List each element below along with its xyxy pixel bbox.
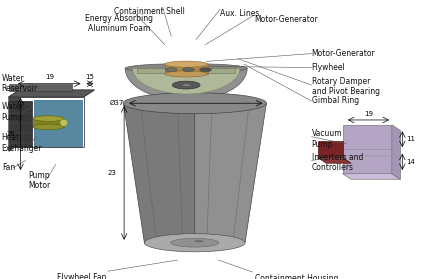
Ellipse shape: [195, 240, 203, 242]
Polygon shape: [9, 90, 94, 97]
Text: Inverters and
Controllers: Inverters and Controllers: [312, 153, 363, 172]
Polygon shape: [9, 90, 94, 97]
Text: Flywheel: Flywheel: [312, 63, 345, 72]
Polygon shape: [9, 101, 33, 147]
Polygon shape: [392, 125, 401, 179]
Text: Fan: Fan: [2, 163, 15, 172]
Text: Water
Pump: Water Pump: [1, 102, 24, 122]
Polygon shape: [33, 119, 64, 127]
Text: Motor-Generator: Motor-Generator: [312, 49, 375, 58]
Polygon shape: [9, 84, 72, 90]
Polygon shape: [342, 125, 392, 174]
Ellipse shape: [199, 68, 211, 72]
Text: 26: 26: [6, 131, 15, 137]
Ellipse shape: [33, 116, 64, 121]
Ellipse shape: [165, 68, 177, 72]
Ellipse shape: [182, 84, 190, 86]
Text: 11: 11: [407, 136, 416, 142]
Polygon shape: [195, 103, 266, 243]
Text: Vacuum
Pump: Vacuum Pump: [312, 129, 342, 149]
Text: Pump
Motor: Pump Motor: [28, 171, 50, 191]
Ellipse shape: [145, 234, 245, 252]
Text: Motor-Generator: Motor-Generator: [255, 15, 318, 23]
Text: Aux. Lines: Aux. Lines: [220, 9, 260, 18]
Text: Water
Reservoir: Water Reservoir: [1, 74, 37, 93]
Text: 19: 19: [364, 110, 373, 117]
Polygon shape: [318, 158, 351, 163]
Text: Containment Shell: Containment Shell: [113, 7, 184, 16]
Ellipse shape: [125, 64, 247, 73]
Ellipse shape: [123, 93, 266, 114]
Polygon shape: [133, 68, 240, 94]
Text: 19: 19: [45, 74, 54, 80]
Polygon shape: [342, 174, 401, 179]
Polygon shape: [9, 90, 20, 151]
Polygon shape: [34, 100, 81, 147]
Text: Gimbal Ring: Gimbal Ring: [312, 97, 359, 105]
Text: Rotary Damper
and Pivot Bearing: Rotary Damper and Pivot Bearing: [312, 77, 380, 96]
Text: 15: 15: [86, 74, 94, 80]
Polygon shape: [125, 68, 247, 100]
Text: Heat
Exchanger: Heat Exchanger: [1, 133, 42, 153]
Polygon shape: [165, 64, 208, 74]
Text: Containment Housing: Containment Housing: [255, 274, 338, 279]
Polygon shape: [123, 103, 195, 243]
Text: Flywheel Fan: Flywheel Fan: [57, 273, 106, 279]
Text: 23: 23: [107, 170, 116, 176]
Ellipse shape: [60, 119, 68, 126]
Ellipse shape: [182, 68, 194, 72]
Ellipse shape: [171, 238, 219, 247]
Ellipse shape: [172, 81, 200, 89]
Ellipse shape: [165, 71, 208, 77]
Text: Energy Absorbing
Aluminum Foam: Energy Absorbing Aluminum Foam: [85, 14, 153, 33]
Polygon shape: [318, 141, 342, 158]
Ellipse shape: [165, 61, 208, 67]
Ellipse shape: [33, 124, 64, 130]
Polygon shape: [137, 68, 235, 73]
Text: Ø37: Ø37: [110, 100, 124, 106]
Text: 14: 14: [407, 159, 416, 165]
